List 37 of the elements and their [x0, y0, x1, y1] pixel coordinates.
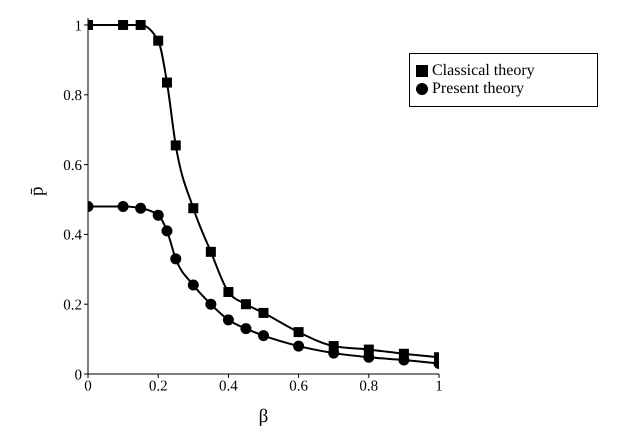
y-tick-label: 0.4 [63, 228, 82, 244]
point [118, 20, 128, 30]
point [152, 210, 164, 221]
point [258, 330, 269, 342]
x-tick-label: 0.4 [219, 378, 238, 395]
legend-label: Classical theory [432, 62, 535, 79]
point [153, 36, 164, 46]
point [205, 298, 216, 310]
y-tick-label: 0.6 [63, 158, 82, 174]
x-axis-title: β [258, 406, 268, 427]
y-tick-label: 0.2 [63, 298, 82, 314]
point [294, 327, 304, 338]
point [136, 20, 146, 30]
x-tick-label: 1 [435, 378, 443, 395]
x-tick-label: 0.8 [359, 378, 378, 395]
point [118, 200, 129, 212]
legend-label: Present theory [432, 80, 524, 97]
y-tick-label: 0.8 [63, 88, 82, 104]
point [135, 202, 146, 214]
point [222, 314, 234, 326]
point [170, 140, 181, 150]
x-tick-label: 0.6 [289, 378, 308, 395]
point [188, 203, 198, 214]
point [206, 246, 216, 257]
y-tick-label: 1 [74, 18, 82, 34]
x-tick-label: 0.2 [148, 378, 168, 395]
point [293, 340, 304, 352]
point [240, 299, 251, 310]
point [170, 253, 182, 264]
point [258, 308, 268, 318]
point [162, 78, 172, 88]
point [240, 323, 252, 334]
point [223, 286, 234, 297]
point [188, 280, 199, 290]
y-axis-title: p̄ [26, 186, 48, 196]
point [161, 225, 172, 236]
y-tick-label: 0 [74, 367, 82, 384]
